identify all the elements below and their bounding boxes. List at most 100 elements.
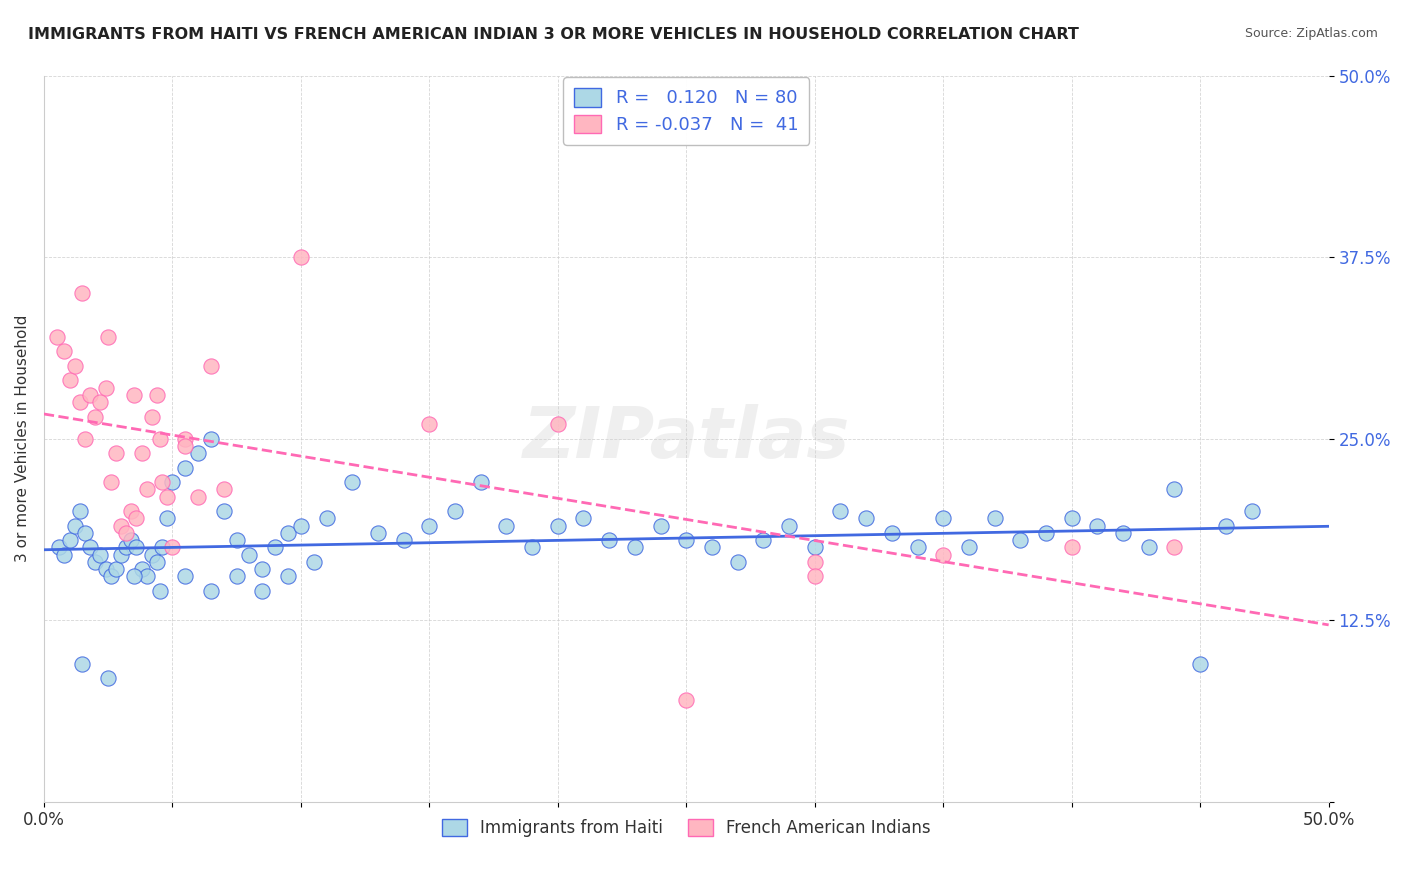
- Point: [598, 533, 620, 548]
- Point: [752, 533, 775, 548]
- Point: [174, 460, 197, 475]
- Point: [803, 569, 825, 583]
- Point: [1163, 541, 1185, 555]
- Point: [53, 548, 76, 562]
- Point: [53, 344, 76, 359]
- Point: [418, 417, 440, 431]
- Point: [495, 518, 517, 533]
- Point: [277, 569, 299, 583]
- Point: [120, 533, 142, 548]
- Legend: Immigrants from Haiti, French American Indians: Immigrants from Haiti, French American I…: [434, 813, 938, 844]
- Point: [520, 541, 543, 555]
- Point: [1112, 525, 1135, 540]
- Point: [63, 518, 86, 533]
- Point: [238, 548, 260, 562]
- Point: [97, 330, 120, 344]
- Point: [58, 533, 80, 548]
- Point: [277, 525, 299, 540]
- Point: [675, 533, 697, 548]
- Point: [932, 511, 955, 525]
- Point: [97, 671, 120, 685]
- Point: [1060, 541, 1083, 555]
- Point: [110, 548, 132, 562]
- Point: [803, 555, 825, 569]
- Point: [225, 533, 247, 548]
- Point: [115, 525, 138, 540]
- Point: [73, 525, 96, 540]
- Point: [342, 475, 364, 489]
- Point: [89, 395, 111, 409]
- Point: [367, 525, 389, 540]
- Point: [264, 541, 287, 555]
- Point: [156, 511, 179, 525]
- Point: [72, 286, 94, 301]
- Point: [1035, 525, 1057, 540]
- Point: [115, 541, 138, 555]
- Point: [141, 548, 163, 562]
- Point: [1189, 657, 1212, 671]
- Point: [146, 555, 169, 569]
- Point: [69, 395, 91, 409]
- Point: [72, 657, 94, 671]
- Point: [778, 518, 800, 533]
- Point: [200, 432, 222, 446]
- Point: [1215, 518, 1237, 533]
- Point: [1240, 504, 1263, 518]
- Text: ZIPatlas: ZIPatlas: [523, 404, 851, 473]
- Point: [84, 555, 107, 569]
- Point: [315, 511, 337, 525]
- Point: [45, 330, 67, 344]
- Point: [150, 475, 173, 489]
- Point: [1060, 511, 1083, 525]
- Point: [141, 409, 163, 424]
- Point: [187, 446, 209, 460]
- Point: [148, 432, 170, 446]
- Point: [120, 504, 142, 518]
- Point: [104, 562, 127, 576]
- Point: [290, 518, 312, 533]
- Point: [100, 569, 122, 583]
- Point: [104, 446, 127, 460]
- Point: [957, 541, 980, 555]
- Text: IMMIGRANTS FROM HAITI VS FRENCH AMERICAN INDIAN 3 OR MORE VEHICLES IN HOUSEHOLD : IMMIGRANTS FROM HAITI VS FRENCH AMERICAN…: [28, 27, 1078, 42]
- Point: [110, 518, 132, 533]
- Point: [290, 250, 312, 264]
- Point: [252, 584, 274, 599]
- Point: [135, 569, 157, 583]
- Point: [700, 541, 723, 555]
- Point: [444, 504, 467, 518]
- Point: [148, 584, 170, 599]
- Point: [547, 417, 569, 431]
- Point: [907, 541, 929, 555]
- Point: [200, 584, 222, 599]
- Point: [470, 475, 492, 489]
- Point: [125, 511, 148, 525]
- Point: [162, 541, 184, 555]
- Point: [84, 409, 107, 424]
- Point: [392, 533, 415, 548]
- Point: [146, 388, 169, 402]
- Point: [302, 555, 325, 569]
- Point: [131, 562, 153, 576]
- Point: [200, 359, 222, 373]
- Point: [727, 555, 749, 569]
- Point: [125, 541, 148, 555]
- Point: [79, 541, 101, 555]
- Point: [932, 548, 955, 562]
- Point: [174, 439, 197, 453]
- Point: [225, 569, 247, 583]
- Point: [855, 511, 877, 525]
- Point: [48, 541, 70, 555]
- Point: [122, 569, 145, 583]
- Point: [187, 490, 209, 504]
- Point: [174, 432, 197, 446]
- Point: [675, 693, 697, 707]
- Point: [69, 504, 91, 518]
- Point: [212, 483, 235, 497]
- Point: [1137, 541, 1160, 555]
- Point: [174, 569, 197, 583]
- Point: [1010, 533, 1032, 548]
- Point: [122, 388, 145, 402]
- Point: [803, 541, 825, 555]
- Point: [1163, 483, 1185, 497]
